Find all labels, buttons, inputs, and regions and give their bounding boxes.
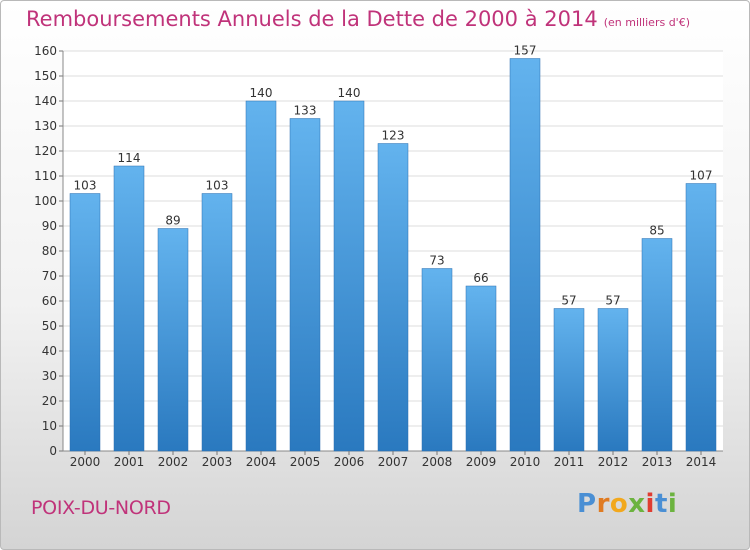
x-tick-label: 2010	[510, 455, 541, 469]
bar	[113, 165, 145, 452]
data-label: 57	[605, 294, 620, 308]
x-tick-label: 2003	[202, 455, 233, 469]
data-label: 85	[649, 224, 664, 238]
y-tick-label: 60	[42, 294, 57, 308]
data-label: 107	[690, 169, 713, 183]
bar	[641, 238, 673, 452]
brand-letter: o	[609, 489, 629, 519]
chart-title: Remboursements Annuels de la Dette de 20…	[26, 7, 690, 31]
data-label: 157	[514, 44, 537, 58]
y-tick-label: 0	[49, 444, 57, 458]
data-label: 103	[74, 179, 97, 193]
data-label: 140	[250, 86, 273, 100]
data-label: 123	[382, 129, 405, 143]
x-tick-label: 2004	[246, 455, 277, 469]
brand-letter: r	[596, 489, 610, 519]
x-tick-label: 2006	[334, 455, 365, 469]
data-label: 103	[206, 179, 229, 193]
bar	[509, 58, 541, 452]
x-tick-label: 2007	[378, 455, 409, 469]
y-tick-label: 10	[42, 419, 57, 433]
data-label: 57	[561, 294, 576, 308]
brand-letter: i	[667, 489, 678, 519]
bar	[377, 143, 409, 452]
bar	[245, 100, 277, 452]
bar	[157, 228, 189, 452]
y-tick-label: 150	[34, 69, 57, 83]
data-label: 140	[338, 86, 361, 100]
bar	[597, 308, 629, 452]
x-tick-label: 2001	[114, 455, 145, 469]
place-name: POIX-DU-NORD	[31, 497, 171, 519]
x-tick-label: 2009	[466, 455, 497, 469]
data-label: 133	[294, 104, 317, 118]
y-tick-label: 110	[34, 169, 57, 183]
y-tick-label: 100	[34, 194, 57, 208]
data-label: 89	[165, 214, 180, 228]
x-tick-label: 2011	[554, 455, 585, 469]
chart-title-text: Remboursements Annuels de la Dette de 20…	[26, 7, 598, 31]
data-label: 114	[118, 151, 141, 165]
y-tick-label: 70	[42, 269, 57, 283]
x-tick-label: 2008	[422, 455, 453, 469]
y-tick-label: 120	[34, 144, 57, 158]
brand-letter: t	[654, 489, 668, 519]
y-tick-label: 80	[42, 244, 57, 258]
y-tick-label: 30	[42, 369, 57, 383]
bar	[289, 118, 321, 452]
brand-letter: i	[645, 489, 655, 519]
y-tick-label: 140	[34, 94, 57, 108]
x-tick-label: 2000	[70, 455, 101, 469]
y-tick-label: 50	[42, 319, 57, 333]
x-tick-label: 2014	[686, 455, 717, 469]
y-tick-label: 130	[34, 119, 57, 133]
data-label: 66	[473, 271, 488, 285]
y-tick-label: 20	[42, 394, 57, 408]
bar	[421, 268, 453, 452]
bar	[69, 193, 101, 452]
bar	[465, 285, 497, 452]
x-tick-label: 2005	[290, 455, 321, 469]
bar	[685, 183, 717, 452]
y-tick-label: 160	[34, 44, 57, 58]
x-tick-label: 2013	[642, 455, 673, 469]
x-tick-label: 2002	[158, 455, 189, 469]
chart-unit: (en milliers d'€)	[603, 16, 690, 29]
bar	[553, 308, 585, 452]
brand-letter: P	[577, 489, 597, 519]
y-tick-label: 90	[42, 219, 57, 233]
data-label: 73	[429, 254, 444, 268]
brand-logo: Proxiti	[577, 489, 677, 519]
brand-letter: x	[628, 489, 646, 519]
y-tick-label: 40	[42, 344, 57, 358]
bar	[201, 193, 233, 452]
bar	[333, 100, 365, 452]
x-tick-label: 2012	[598, 455, 629, 469]
